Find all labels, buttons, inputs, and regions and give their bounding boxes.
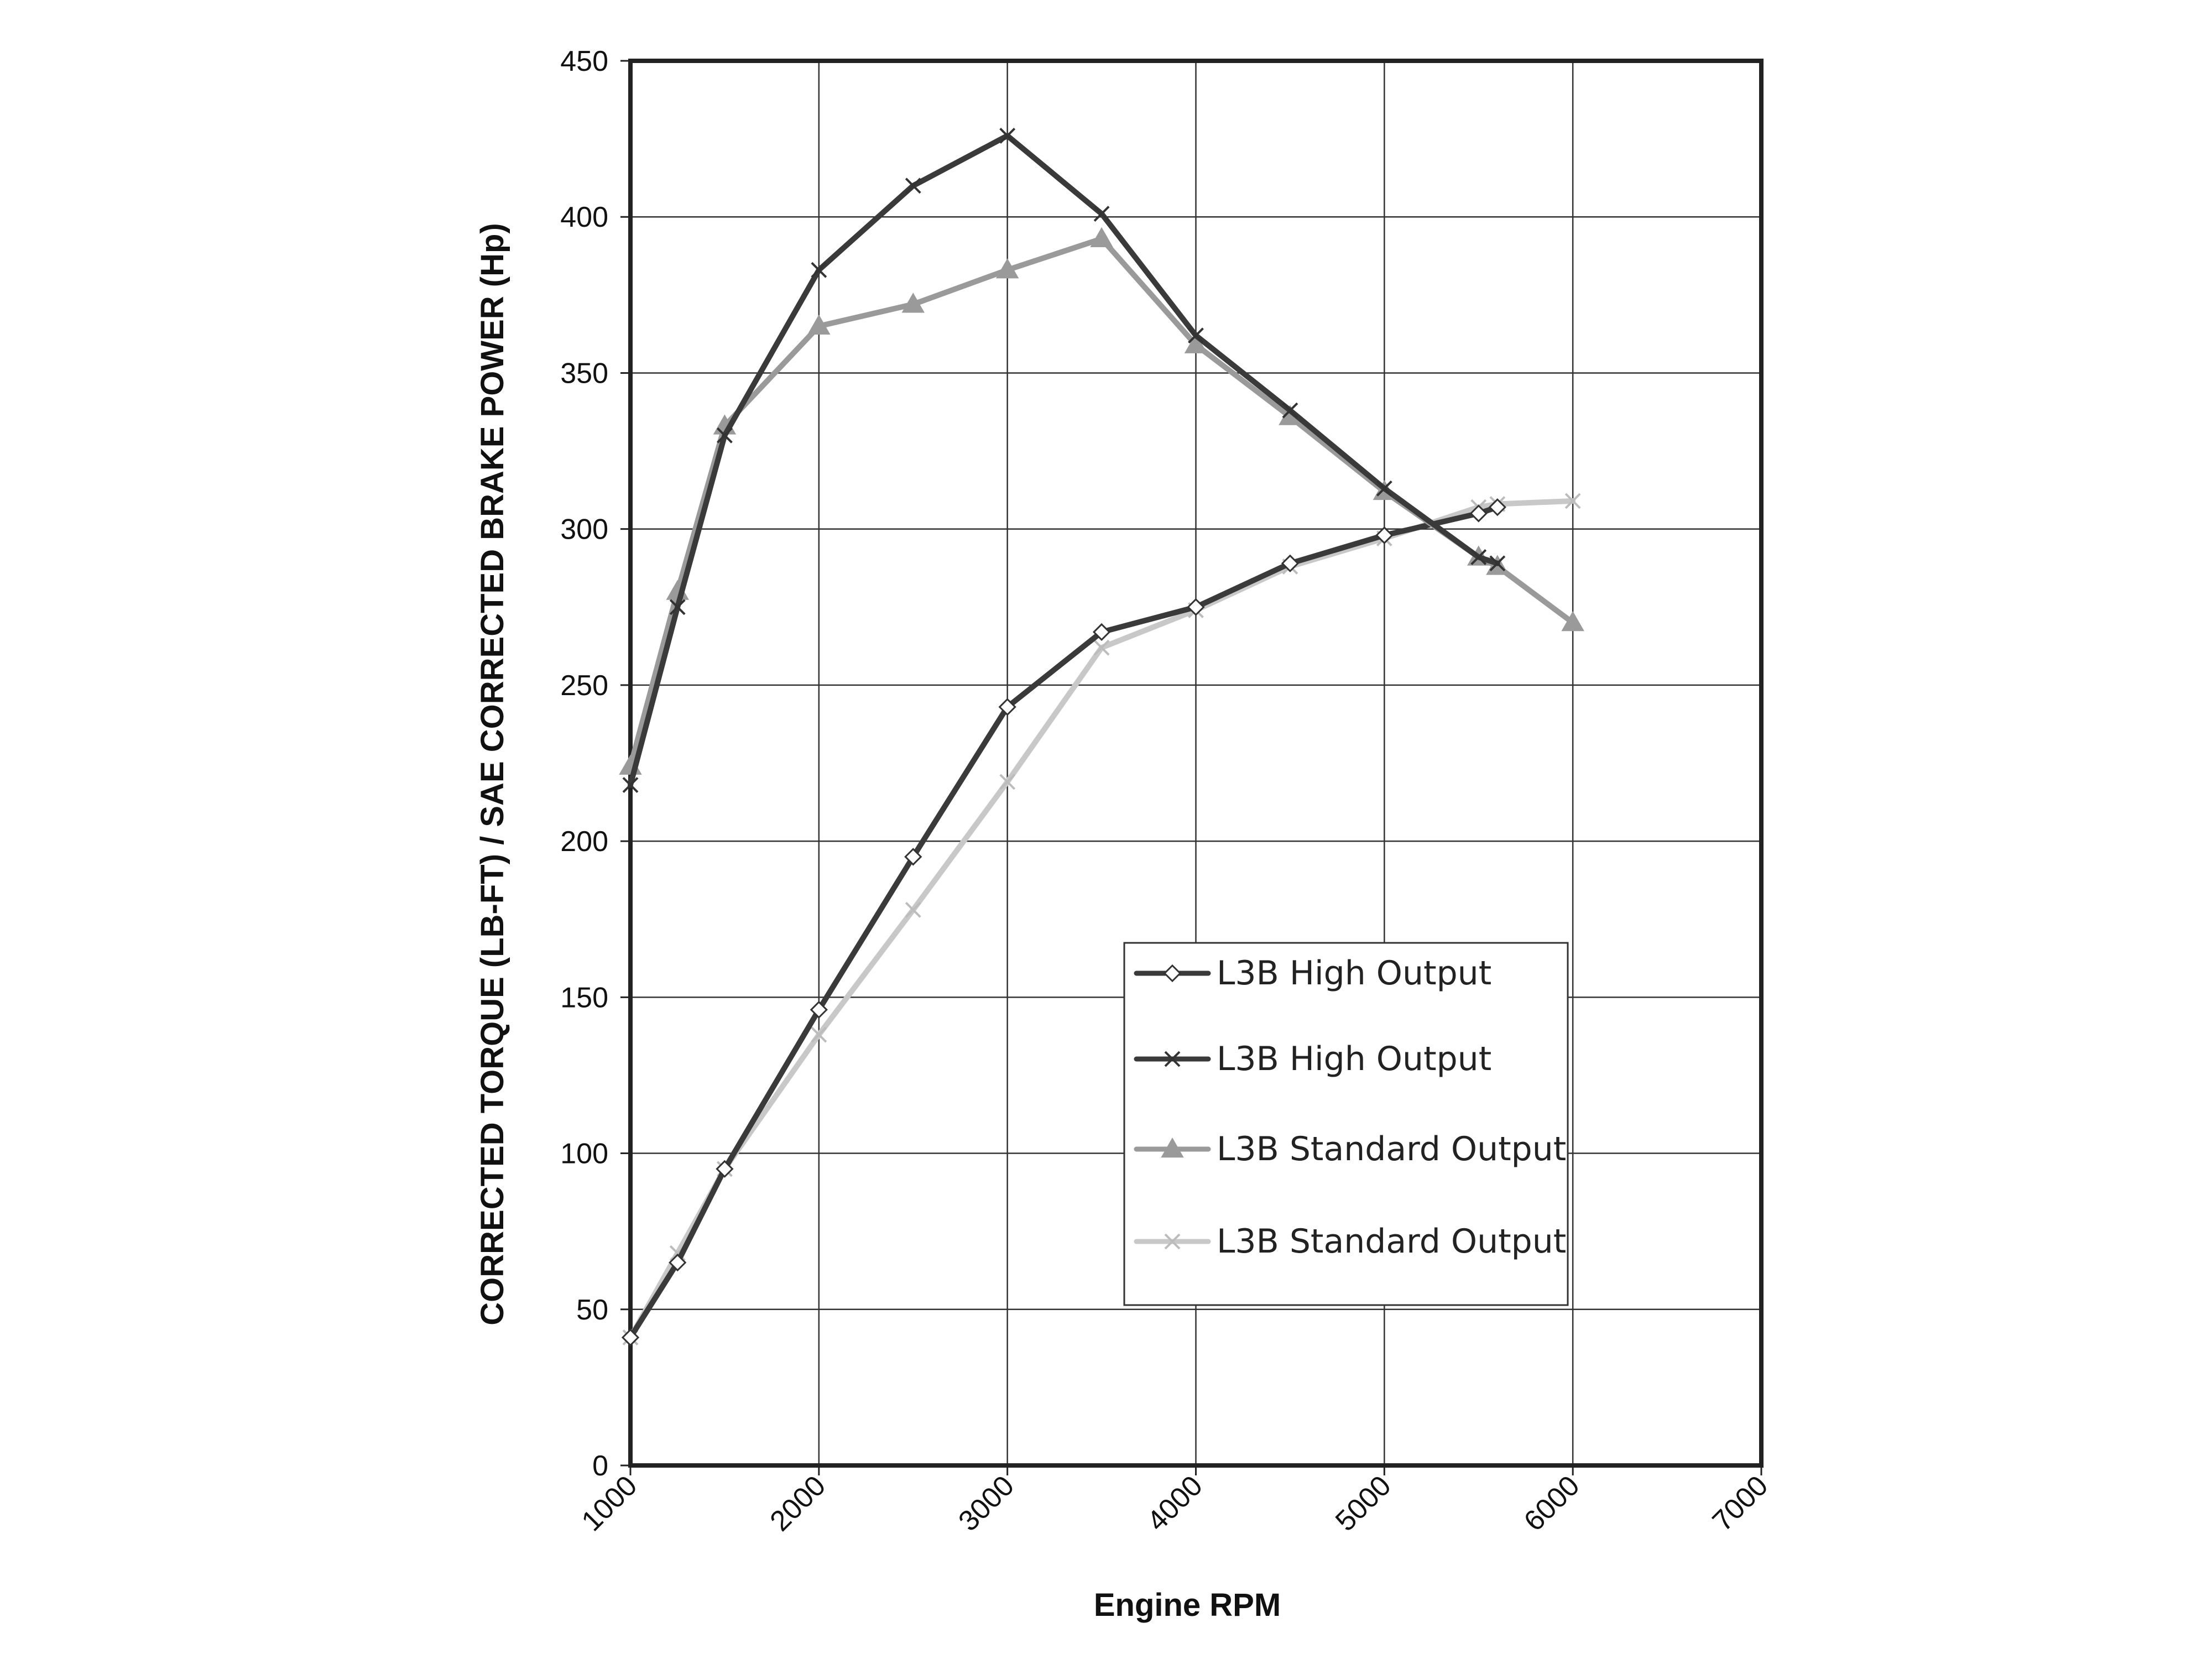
legend-box	[1123, 942, 1569, 1306]
diamond-marker	[621, 1328, 640, 1347]
x-axis-title: Engine RPM	[1094, 1587, 1281, 1623]
x-marker	[811, 1026, 827, 1043]
x-marker	[999, 128, 1016, 144]
y-tick-label: 100	[560, 1138, 608, 1170]
series-1	[621, 498, 1506, 1347]
diamond-marker	[1469, 504, 1488, 523]
x-marker	[1376, 480, 1392, 497]
triangle-marker	[901, 293, 925, 313]
y-tick-label: 200	[560, 826, 608, 858]
diamond-marker	[669, 1253, 687, 1272]
legend: L3B High Output L3B High Output L3B Standa…	[1123, 942, 1569, 1306]
x-marker	[1282, 402, 1298, 419]
x-marker	[669, 599, 686, 615]
y-tick-label: 400	[560, 201, 608, 233]
x-marker	[1164, 1051, 1181, 1067]
diamond-marker	[716, 1160, 734, 1178]
y-tick-label: 250	[560, 670, 608, 702]
diamond-marker	[1488, 498, 1506, 517]
x-marker	[1093, 206, 1110, 222]
legend-label: L3B Standard Output	[1217, 1130, 1566, 1168]
series-layer	[619, 128, 1584, 1347]
legend-label: L3B Standard Output	[1217, 1222, 1566, 1261]
legend-label: L3B High Output	[1217, 1040, 1491, 1078]
diamond-marker	[810, 1000, 828, 1019]
x-marker	[1188, 327, 1204, 344]
x-marker	[999, 774, 1016, 790]
x-marker	[1489, 555, 1506, 572]
diamond-marker	[1375, 526, 1394, 545]
diamond-marker	[904, 848, 922, 866]
series-line	[628, 133, 1500, 788]
x-marker	[1470, 549, 1487, 565]
triangle-marker	[995, 258, 1019, 279]
y-tick-label: 50	[576, 1294, 608, 1326]
legend-label: L3B High Output	[1217, 954, 1491, 993]
triangle-marker	[1161, 1137, 1184, 1158]
x-marker	[1564, 493, 1581, 509]
y-tick-label: 150	[560, 982, 608, 1014]
x-marker	[1093, 639, 1110, 656]
y-tick-label: 0	[592, 1450, 608, 1482]
x-marker	[905, 178, 921, 194]
y-axis-ticks: 0 50 100 150 200 250 300 350 400 450	[560, 45, 608, 1482]
x-marker	[717, 427, 733, 444]
legend-items: L3B High Output L3B High Output L3B Standa…	[1134, 954, 1566, 1261]
diamond-marker	[1187, 598, 1205, 616]
triangle-marker	[807, 314, 831, 335]
diamond-marker	[1092, 623, 1111, 641]
y-tick-label: 350	[560, 357, 608, 389]
x-marker	[1164, 1233, 1181, 1250]
y-tick-label: 300	[560, 514, 608, 546]
x-marker	[811, 262, 827, 278]
triangle-marker	[1561, 611, 1584, 632]
series-line	[628, 504, 1500, 1340]
x-marker	[622, 777, 639, 793]
diamond-marker	[1281, 554, 1300, 572]
y-axis-title: CORRECTED TORQUE (LB-FT) / SAE CORRECTED…	[474, 223, 510, 1325]
triangle-marker	[1184, 333, 1208, 353]
x-marker	[905, 901, 921, 918]
diamond-marker	[1163, 964, 1182, 983]
triangle-marker	[1090, 227, 1113, 247]
series-2	[622, 128, 1506, 793]
diamond-marker	[998, 698, 1016, 716]
y-tick-label: 450	[560, 45, 608, 77]
